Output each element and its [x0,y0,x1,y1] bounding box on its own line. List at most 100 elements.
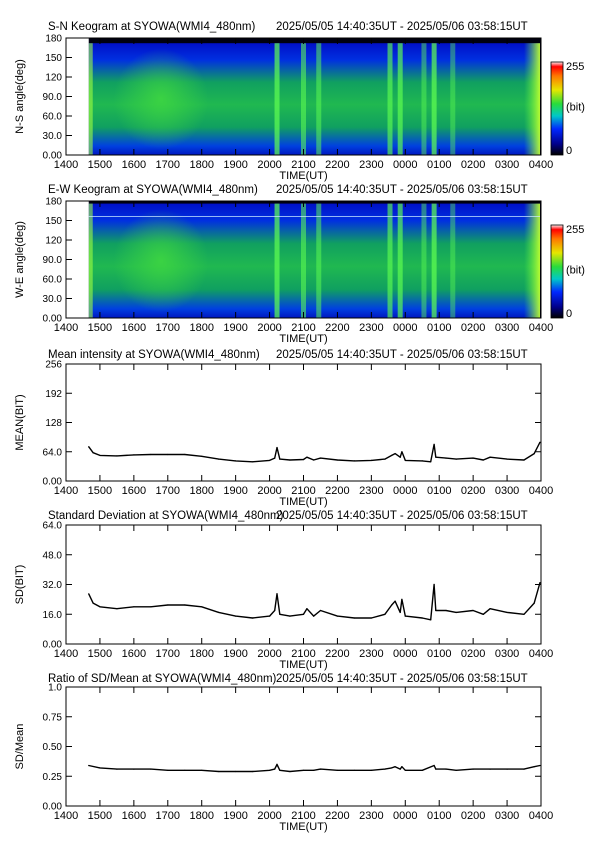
y-tick-label: 48.0 [43,550,63,561]
data-point [455,769,457,771]
data-point [394,766,396,768]
x-tick-label: 0100 [427,810,451,822]
data-point [391,454,393,456]
x-tick-label: 1400 [54,648,78,660]
x-tick-label: 1800 [189,810,213,822]
x-tick-label: 0000 [393,810,417,822]
time-range: 2025/05/05 14:40:35UT - 2025/05/06 03:58… [276,21,528,33]
data-point [133,454,135,456]
keogram-band [397,203,403,318]
y-tick-label: 192 [45,389,62,400]
data-point [430,461,432,463]
data-point [276,763,278,766]
data-point [404,615,406,617]
keogram-dawn [524,43,540,156]
y-tick-label: 0.25 [43,772,63,783]
data-point [445,609,447,612]
y-tick-label: 0.00 [43,640,63,651]
x-tick-label: 2300 [359,648,383,660]
panel-title: Mean intensity at SYOWA(WMI4_480nm) [48,349,260,361]
data-point [533,766,535,768]
x-tick-label: 2100 [291,159,315,171]
data-point [370,769,372,771]
x-tick-label: 1700 [156,810,180,822]
y-tick-label: 128 [45,418,62,429]
keogram-band [431,43,437,156]
data-point [482,459,484,461]
keogram-band [301,43,306,156]
x-tick-label: 1400 [54,485,78,497]
data-point [391,767,393,769]
x-tick-label: 0200 [461,810,485,822]
data-point [533,453,535,455]
data-point [218,611,220,614]
x-axis-label: TIME(UT) [279,333,327,345]
keogram-edge-start [88,203,93,318]
data-point [279,613,281,615]
data-point [433,583,435,586]
panel-5: Ratio of SD/Mean at SYOWA(WMI4_480nm) 202… [14,673,553,833]
y-tick-label: 150 [45,53,62,64]
data-point [384,613,386,615]
data-point [302,769,305,771]
data-point [353,769,355,771]
x-tick-label: 1800 [189,648,213,660]
keogram-band [397,43,403,156]
x-tick-label: 1900 [223,322,247,334]
data-point [399,768,401,770]
x-tick-label: 0400 [529,648,553,660]
y-tick-label: 30.0 [43,131,63,142]
x-tick-label: 2200 [325,648,349,660]
data-point [370,459,372,461]
x-tick-label: 1600 [122,648,146,660]
data-point [279,458,281,460]
x-tick-label: 1500 [88,648,112,660]
data-point [313,769,315,771]
y-tick-label: 0.00 [43,151,63,162]
data-point [235,615,237,617]
colorbar [550,224,564,319]
y-tick-label: 90.0 [43,255,63,266]
keogram-band [421,203,427,318]
data-point [394,453,396,455]
x-tick-label: 1500 [88,485,112,497]
data-point [252,617,254,619]
data-point [99,454,101,456]
data-point [489,608,491,610]
data-point [313,459,315,461]
data-point [433,443,435,445]
data-point [539,582,541,584]
y-axis-label: SD/Mean [14,724,26,770]
data-point [150,453,152,456]
plot-frame [65,686,542,807]
keogram-band [450,203,456,318]
x-tick-label: 2200 [325,159,349,171]
x-tick-label: 0100 [427,159,451,171]
data-point [394,600,396,602]
data-point [455,611,457,614]
x-tick-label: 2200 [325,322,349,334]
x-tick-label: 0000 [393,322,417,334]
x-tick-label: 0200 [461,322,485,334]
keogram-band [274,203,280,318]
data-point [133,606,135,608]
x-tick-label: 0300 [495,648,519,660]
x-tick-label: 2200 [325,810,349,822]
x-tick-label: 1800 [189,159,213,171]
data-point [269,615,271,617]
y-axis-label: N-S angle(deg) [14,59,26,134]
x-tick-label: 0200 [461,648,485,660]
data-point [399,611,401,614]
x-tick-label: 1700 [156,648,180,660]
x-axis-label: TIME(UT) [279,170,327,182]
data-point [319,768,322,770]
y-tick-label: 180 [45,34,62,45]
keogram-dawn [524,203,540,318]
data-point [391,604,393,606]
data-point [269,459,271,461]
data-point [421,460,423,462]
data-point [401,766,403,768]
data-point [116,608,118,610]
x-tick-label: 1900 [223,648,247,660]
data-point [506,768,508,770]
